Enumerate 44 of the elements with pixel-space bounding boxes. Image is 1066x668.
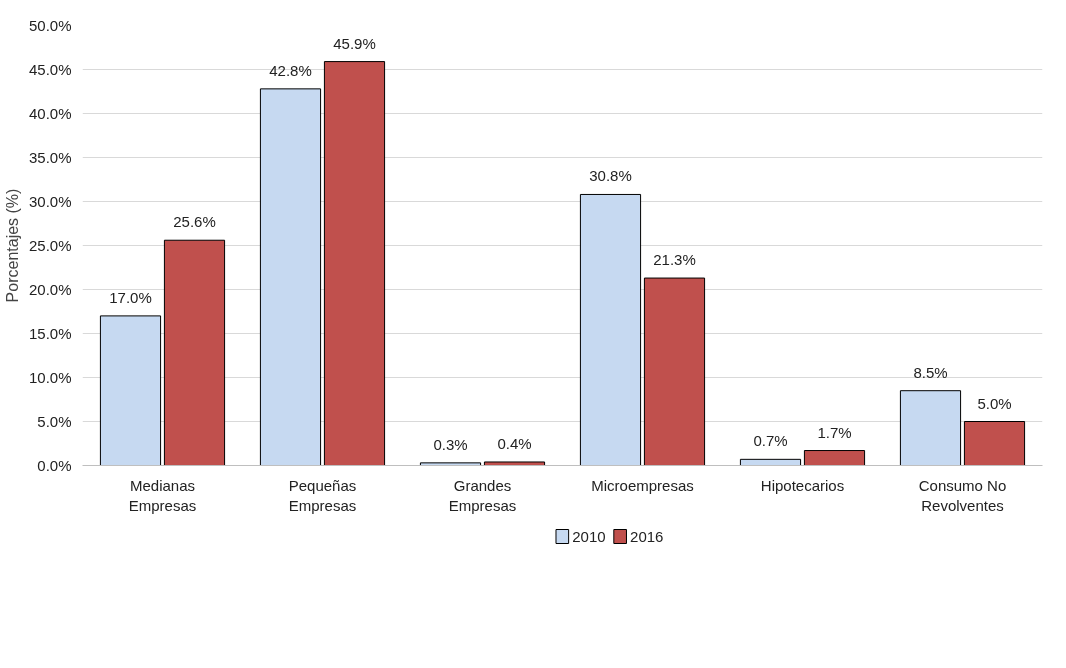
y-tick-label: 45.0% bbox=[28, 61, 72, 78]
y-tick-label: 25.0% bbox=[28, 237, 72, 254]
y-tick-label: 15.0% bbox=[28, 325, 72, 342]
data-label: 17.0% bbox=[109, 288, 152, 306]
bar bbox=[643, 277, 706, 466]
bar bbox=[483, 461, 546, 466]
y-tick-label: 5.0% bbox=[37, 413, 72, 430]
bar bbox=[803, 450, 866, 466]
data-label: 5.0% bbox=[977, 394, 1012, 412]
bar bbox=[99, 315, 162, 466]
data-label: 42.8% bbox=[269, 61, 312, 79]
x-tick-label: Consumo No Revolventes bbox=[918, 476, 1007, 514]
bar bbox=[323, 61, 386, 466]
bar bbox=[419, 462, 482, 466]
y-tick-label: 30.0% bbox=[28, 193, 72, 210]
data-label: 45.9% bbox=[333, 34, 376, 52]
data-label: 8.5% bbox=[913, 363, 948, 381]
y-tick-label: 35.0% bbox=[28, 149, 72, 166]
bar bbox=[163, 239, 226, 466]
bar bbox=[739, 458, 802, 466]
y-tick-label: 10.0% bbox=[28, 369, 72, 386]
x-tick-label: Grandes Empresas bbox=[448, 476, 517, 514]
x-tick-label: Hipotecarios bbox=[760, 476, 845, 494]
data-label: 25.6% bbox=[173, 213, 216, 231]
y-axis-title: Porcentajes (%) bbox=[3, 188, 21, 303]
y-tick-label: 0.0% bbox=[37, 457, 72, 474]
bar bbox=[579, 193, 642, 466]
y-tick-label: 50.0% bbox=[28, 17, 72, 34]
bar bbox=[963, 421, 1026, 466]
data-label: 0.3% bbox=[433, 435, 468, 453]
y-tick-label: 20.0% bbox=[28, 281, 72, 298]
bar bbox=[259, 88, 322, 466]
data-label: 30.8% bbox=[589, 167, 632, 185]
bar bbox=[899, 390, 962, 466]
y-tick-label: 40.0% bbox=[28, 105, 72, 122]
x-tick-label: Medianas Empresas bbox=[128, 476, 197, 514]
data-label: 1.7% bbox=[817, 423, 852, 441]
data-label: 0.4% bbox=[497, 434, 532, 452]
x-tick-label: Microempresas bbox=[591, 476, 694, 494]
legend-label: 2010 bbox=[572, 527, 606, 545]
data-label: 0.7% bbox=[753, 432, 788, 450]
x-tick-label: Pequeñas Empresas bbox=[288, 476, 357, 514]
legend-label: 2016 bbox=[630, 527, 664, 545]
data-label: 21.3% bbox=[653, 251, 696, 269]
